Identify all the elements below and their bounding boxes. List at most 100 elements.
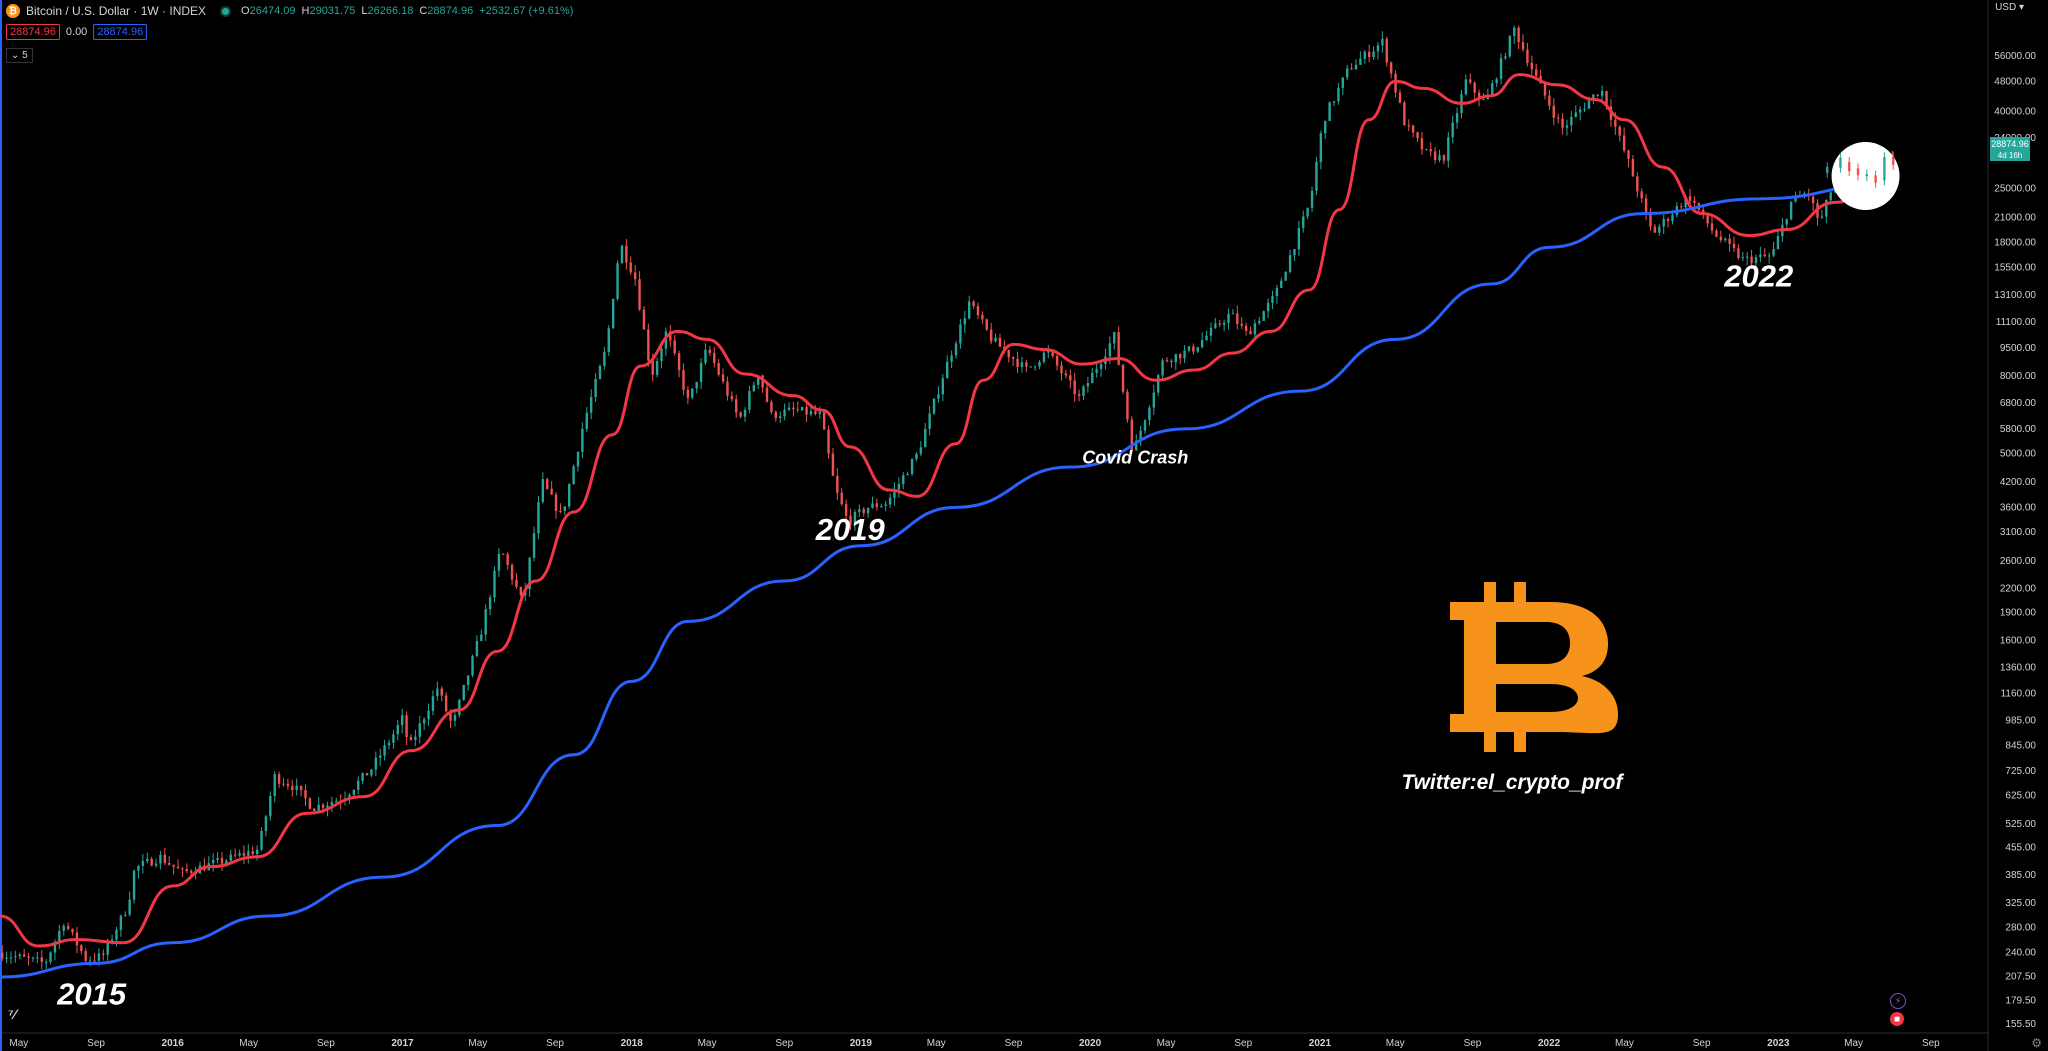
candle-body (1025, 362, 1028, 367)
candle-body (1826, 167, 1829, 173)
candle-body (53, 941, 57, 953)
candle-body (1649, 212, 1652, 227)
candle-body (1447, 137, 1450, 161)
candle-body (313, 808, 316, 812)
price-tick-label: 325.00 (2005, 898, 2036, 909)
gear-icon[interactable]: ⚙ (2031, 1036, 2042, 1050)
price-tick-label: 8000.00 (2000, 371, 2037, 382)
candle-body (827, 429, 830, 454)
time-tick-label: Sep (546, 1038, 564, 1049)
candle-body (1227, 313, 1230, 323)
collapse-indicators-button[interactable]: ⌄ 5 (6, 48, 33, 63)
price-tick-label: 2600.00 (2000, 556, 2037, 567)
candle-body (462, 684, 465, 700)
bar-countdown: 4d 16h (1998, 151, 2022, 160)
candle-body (308, 798, 312, 809)
candle-body (304, 790, 307, 799)
long-ma-value[interactable]: 28874.96 (93, 24, 148, 40)
price-axis[interactable]: 155.50 179.50 207.50 240.00 280.00 325.00 385.… (1994, 51, 2036, 1030)
candle-body (102, 953, 105, 955)
candle-body (805, 406, 808, 415)
candle-body (985, 319, 988, 330)
annotations-layer: 2015 2019 Covid Crash 2022 (56, 142, 1900, 1012)
time-tick-label: May (9, 1038, 28, 1049)
candle-body (1416, 132, 1419, 139)
price-tick-label: 3600.00 (2000, 502, 2037, 513)
candle-body (1302, 216, 1305, 228)
candle-body (1073, 380, 1076, 395)
symbol-title[interactable]: Bitcoin / U.S. Dollar · 1W · INDEX (26, 4, 207, 18)
candle-body (1658, 226, 1661, 233)
time-tick-label: May (927, 1038, 946, 1049)
candle-body (682, 370, 685, 390)
alert-flag-icon[interactable]: ■ (1890, 1012, 1904, 1026)
candle-body (172, 864, 175, 867)
candle-body (1130, 419, 1134, 451)
candle-body (1350, 68, 1353, 70)
candle-body (1451, 122, 1454, 138)
time-tick-label: 2021 (1309, 1038, 1332, 1049)
candle-body (1244, 325, 1248, 332)
candle-body (967, 301, 971, 319)
price-tick-label: 207.50 (2005, 972, 2036, 983)
candle-body (884, 504, 887, 506)
candle-body (1785, 219, 1788, 225)
candle-body (282, 783, 285, 785)
candle-body (1706, 212, 1709, 224)
candle-body (735, 399, 738, 413)
candle-body (1011, 357, 1015, 359)
candle-body (1310, 190, 1314, 208)
candle-body (1688, 196, 1692, 201)
candle-body (409, 737, 413, 740)
time-tick-label: 2019 (850, 1038, 873, 1049)
candle-body (519, 586, 523, 596)
candle-body (695, 381, 698, 389)
candle-body (229, 854, 232, 861)
candle-body (748, 391, 751, 410)
candle-body (242, 853, 246, 856)
candle-body (1495, 79, 1498, 84)
time-tick-label: Sep (1922, 1038, 1940, 1049)
price-tick-label: 6800.00 (2000, 398, 2037, 409)
time-tick-label: Sep (1693, 1038, 1711, 1049)
candle-body (673, 340, 676, 354)
candle-body (1095, 369, 1098, 373)
candle-body (211, 860, 215, 864)
candle-body (1684, 196, 1687, 208)
candle-body (71, 928, 74, 933)
candle-body (1874, 175, 1877, 183)
price-tick-label: 18000.00 (1994, 238, 2036, 249)
candle-body (291, 786, 294, 790)
currency-select[interactable]: USD ▾ (1995, 2, 2024, 13)
lightning-icon[interactable]: ⚡ (1890, 993, 1906, 1009)
candle-body (466, 675, 470, 685)
candle-body (260, 831, 263, 850)
candle-body (1047, 351, 1050, 353)
ohlc-values: O26474.09 H29031.75 L26266.18 C28874.96 … (241, 5, 574, 17)
candle-body (1117, 332, 1120, 365)
candle-body (1200, 339, 1204, 348)
candle-body (603, 351, 606, 366)
time-axis[interactable]: May Sep 2016 May Sep 2017 May Sep 2018 May Sep 2019… (9, 1038, 1940, 1049)
time-tick-label: 2022 (1538, 1038, 1561, 1049)
candle-body (1794, 195, 1797, 202)
candle-body (36, 957, 39, 959)
long-ma-line (0, 180, 1898, 979)
candle-body (638, 279, 641, 310)
candle-body (1086, 383, 1090, 387)
candle-body (1883, 157, 1886, 181)
candle-body (506, 554, 509, 565)
candle-body (1293, 249, 1296, 256)
candle-body (251, 851, 254, 855)
tradingview-logo-icon[interactable]: ⁷⁄ (8, 1006, 17, 1022)
short-ma-value[interactable]: 28874.96 (6, 24, 60, 40)
candle-body (941, 378, 945, 395)
candle-body (902, 475, 905, 485)
candle-body (1829, 192, 1832, 201)
candle-body (1038, 361, 1041, 367)
candle-body (1574, 112, 1577, 117)
price-tick-label: 525.00 (2005, 819, 2036, 830)
candle-body (1429, 149, 1432, 152)
candle-body (594, 378, 597, 398)
